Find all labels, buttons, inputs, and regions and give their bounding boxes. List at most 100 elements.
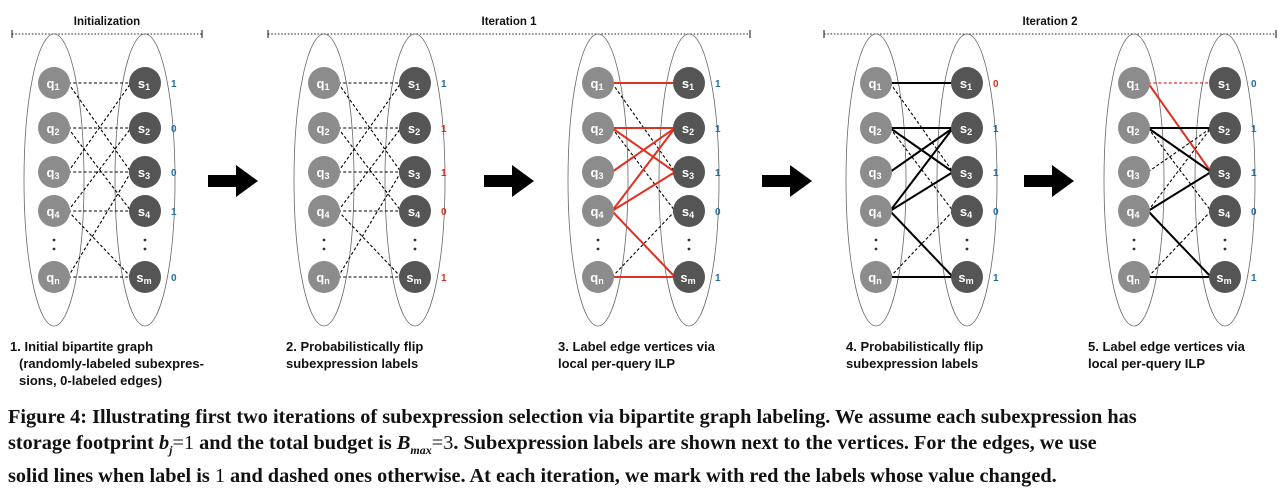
figure-caption: Figure 4: Illustrating first two iterati… [8, 404, 1280, 489]
subexpression-node-4: s4 [129, 195, 161, 227]
subexpression-node-5: sm [129, 261, 161, 293]
edge-q4-s5 [1147, 210, 1212, 278]
subexpression-label-3: 0 [171, 168, 177, 179]
node-circle [860, 261, 892, 293]
edge-q4-s3 [889, 171, 954, 212]
panel-1: q1 q2 q3 q4 qn s1 s2 s3 s4 sm 1 0 0 1 0 1. Initial bipa… [10, 33, 204, 388]
node-label: q4 [869, 204, 882, 220]
node-label: s3 [408, 165, 420, 181]
node-label: q2 [47, 121, 60, 137]
node-label: sm [136, 270, 151, 286]
ellipsis-dot [52, 238, 56, 242]
edge-q3-s2 [611, 127, 676, 173]
node-circle [951, 112, 983, 144]
ellipsis-dot [687, 238, 691, 242]
subexpression-label-1: 0 [1251, 79, 1257, 90]
node-circle [399, 156, 431, 188]
subexpression-label-2: 1 [993, 124, 999, 135]
node-circle [129, 67, 161, 99]
step-arrow-2 [484, 165, 534, 197]
node-circle [673, 261, 705, 293]
node-label: qn [46, 270, 59, 286]
node-circle [673, 195, 705, 227]
node-circle [673, 112, 705, 144]
subexpression-label-4: 0 [993, 207, 999, 218]
panel-4: q1 q2 q3 q4 qn s1 s2 s3 s4 sm 0 1 1 0 1 4. Probabilisti… [845, 33, 999, 371]
subexpression-label-1: 1 [715, 79, 721, 90]
ellipsis-dot [413, 238, 417, 242]
node-label: s1 [1218, 76, 1230, 92]
node-label: sm [958, 270, 973, 286]
query-node-5: qn [582, 261, 614, 293]
subexpression-label-2: 0 [171, 124, 177, 135]
subexpression-label-5: 1 [441, 273, 447, 284]
edges [1147, 82, 1212, 278]
step-caption: 3. Label edge vertices via local per-quer… [558, 339, 716, 371]
section-header-1: Initialization [11, 16, 203, 38]
node-label: s4 [682, 204, 694, 220]
subexpression-node-3: s3 [673, 156, 705, 188]
query-node-1: q1 [38, 67, 70, 99]
node-circle [1209, 156, 1241, 188]
subexpression-node-4: s4 [951, 195, 983, 227]
edges [889, 82, 954, 278]
node-circle [308, 112, 340, 144]
node-label: s3 [1218, 165, 1230, 181]
query-node-3: q3 [582, 156, 614, 188]
node-label: q1 [317, 76, 330, 92]
subexpression-label-3: 1 [441, 168, 447, 179]
caption-line-3: solid lines when label is 1 and dashed o… [8, 465, 1057, 488]
node-label: sm [406, 270, 421, 286]
query-node-3: q3 [308, 156, 340, 188]
step-caption: 5. Label edge vertices via local per-quer… [1088, 339, 1246, 371]
subexpression-node-1: s1 [129, 67, 161, 99]
subexpression-label-5: 1 [1251, 273, 1257, 284]
ellipsis-dot [1223, 247, 1227, 251]
subexpression-label-5: 0 [171, 273, 177, 284]
node-circle [1118, 67, 1150, 99]
node-label: q2 [317, 121, 330, 137]
node-label: q2 [591, 121, 604, 137]
node-circle [582, 112, 614, 144]
query-node-2: q2 [582, 112, 614, 144]
ellipsis-dot [322, 247, 326, 251]
node-label: s2 [682, 121, 694, 137]
ellipsis-dot [143, 247, 147, 251]
step-caption: 1. Initial bipartite graph (randomly-labe… [10, 339, 204, 388]
node-circle [951, 261, 983, 293]
query-node-5: qn [38, 261, 70, 293]
node-circle [1118, 261, 1150, 293]
query-node-4: q4 [582, 195, 614, 227]
node-label: s2 [960, 121, 972, 137]
subexpression-node-5: sm [951, 261, 983, 293]
ellipsis-dot [52, 247, 56, 251]
edges [611, 82, 676, 278]
query-node-2: q2 [1118, 112, 1150, 144]
query-node-2: q2 [860, 112, 892, 144]
node-label: q3 [47, 165, 60, 181]
subexpression-label-2: 1 [1251, 124, 1257, 135]
node-label: qn [316, 270, 329, 286]
subexpression-label-4: 0 [1251, 207, 1257, 218]
subexpression-label-4: 0 [441, 207, 447, 218]
node-circle [1209, 67, 1241, 99]
bipartite-diagram: Initialization Iteration 1 Iteration 2 q1 q2… [10, 16, 1277, 388]
ellipsis-dot [596, 247, 600, 251]
query-set-ellipse [567, 33, 629, 327]
subexpression-set-ellipse [658, 33, 720, 327]
subexpression-label-2: 1 [441, 124, 447, 135]
node-label: q3 [317, 165, 330, 181]
node-circle [1118, 156, 1150, 188]
query-node-2: q2 [308, 112, 340, 144]
node-label: s4 [960, 204, 972, 220]
subexpression-node-4: s4 [1209, 195, 1241, 227]
subexpression-node-5: sm [399, 261, 431, 293]
edges [337, 82, 402, 278]
ellipsis-dot [1132, 247, 1136, 251]
node-label: q1 [591, 76, 604, 92]
edges [67, 82, 132, 278]
subexpression-label-4: 0 [715, 207, 721, 218]
ellipsis-dot [965, 238, 969, 242]
edge-q4-s5 [67, 210, 132, 278]
node-circle [399, 261, 431, 293]
